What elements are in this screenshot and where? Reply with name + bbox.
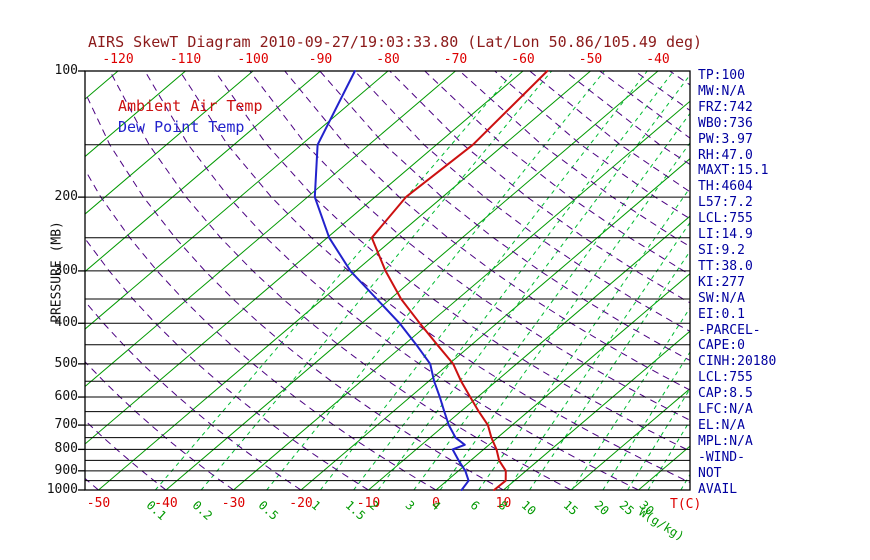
- stats-line: NOT: [698, 465, 722, 481]
- bottom-temp-tick: -30: [221, 496, 246, 511]
- pressure-tick: 400: [54, 315, 78, 331]
- top-temp-tick: -100: [237, 52, 269, 67]
- ambient-air-temp-line: [370, 70, 549, 491]
- bottom-temp-tick: -40: [154, 496, 178, 511]
- stats-line: CINH:20180: [698, 354, 777, 370]
- stats-line: SI:9.2: [698, 242, 745, 258]
- legend-ambient-air-temp: Ambient Air Temp: [118, 97, 263, 115]
- top-temp-tick: -90: [308, 52, 333, 67]
- stats-line: FRZ:742: [698, 99, 753, 115]
- stats-line: -WIND-: [698, 449, 745, 465]
- chart-title: AIRS SkewT Diagram 2010-09-27/19:03:33.8…: [88, 33, 703, 51]
- stats-line: MPL:N/A: [698, 433, 753, 449]
- stats-line: KI:277: [698, 274, 745, 290]
- pressure-tick: 700: [54, 417, 78, 433]
- top-temp-tick: -60: [511, 52, 535, 67]
- top-temp-tick: -50: [578, 52, 603, 67]
- temp-unit-label: T(C): [670, 497, 702, 512]
- stats-line: EL:N/A: [698, 417, 745, 433]
- stats-line: MAXT:15.1: [698, 163, 769, 179]
- stats-line: TH:4604: [698, 179, 753, 195]
- stats-line: LFC:N/A: [698, 402, 753, 418]
- top-temp-tick: -120: [102, 52, 134, 67]
- stats-line: SW:N/A: [698, 290, 745, 306]
- stats-line: L57:7.2: [698, 195, 753, 211]
- stats-line: MW:N/A: [698, 83, 745, 99]
- stats-line: RH:47.0: [698, 147, 753, 163]
- pressure-tick: 100: [54, 63, 78, 78]
- pressure-tick: 800: [54, 441, 78, 457]
- bottom-temp-tick: 0: [432, 496, 440, 511]
- stats-line: EI:0.1: [698, 306, 745, 322]
- top-temp-tick: -70: [443, 52, 468, 67]
- stats-line: LCL:755: [698, 370, 753, 386]
- dew-point-temp-line: [313, 70, 470, 491]
- pressure-tick: 600: [54, 389, 78, 405]
- stats-line: LI:14.9: [698, 227, 753, 243]
- stats-line: WB0:736: [698, 115, 753, 131]
- bottom-temp-tick: -50: [86, 496, 111, 511]
- bottom-temp-tick: -10: [356, 496, 381, 511]
- legend-dew-point-temp: Dew Point Temp: [118, 118, 245, 136]
- bottom-temp-tick: 10: [495, 496, 512, 511]
- top-temp-tick: -80: [376, 52, 400, 67]
- sounding-stats-panel: TP:100 MW:N/A FRZ:742 WB0:736 PW:3.97 RH:47.0…: [698, 68, 776, 497]
- pressure-tick: 1000: [46, 482, 78, 497]
- pressure-tick: 200: [54, 189, 78, 205]
- stats-line: CAPE:0: [698, 338, 745, 354]
- top-temp-tick: -110: [169, 52, 202, 67]
- pressure-tick: 300: [54, 262, 78, 278]
- stats-line: TT:38.0: [698, 258, 753, 274]
- top-temp-tick: -40: [646, 52, 670, 67]
- stats-line: AVAIL: [698, 481, 738, 497]
- pressure-tick: 500: [54, 355, 78, 371]
- stats-line: -PARCEL-: [698, 322, 761, 338]
- stats-line: LCL:755: [698, 211, 753, 227]
- bottom-temp-tick: -20: [289, 496, 313, 511]
- stats-line: CAP:8.5: [698, 386, 753, 402]
- stats-line: TP:100: [698, 68, 745, 83]
- pressure-tick: 900: [54, 462, 78, 478]
- stats-line: PW:3.97: [698, 131, 753, 147]
